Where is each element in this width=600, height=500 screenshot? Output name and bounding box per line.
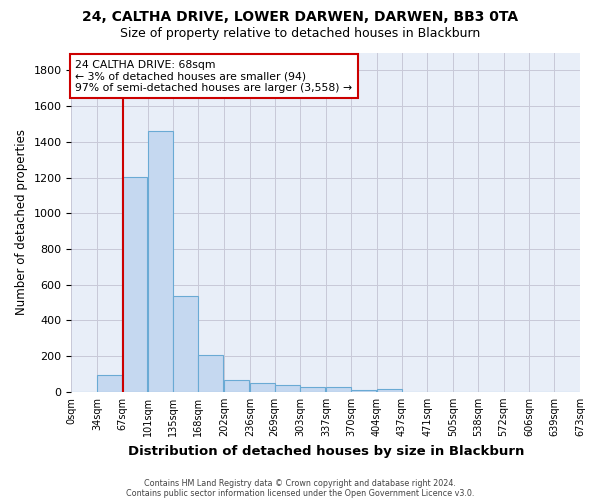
Text: Contains HM Land Registry data © Crown copyright and database right 2024.: Contains HM Land Registry data © Crown c… (144, 478, 456, 488)
Bar (224, 380, 249, 392)
Bar (275, 385, 299, 392)
Bar (377, 390, 401, 392)
Bar (326, 388, 351, 392)
Bar (97, 375, 122, 392)
Bar (351, 390, 376, 392)
Bar (301, 387, 325, 392)
Text: 24, CALTHA DRIVE, LOWER DARWEN, DARWEN, BB3 0TA: 24, CALTHA DRIVE, LOWER DARWEN, DARWEN, … (82, 10, 518, 24)
Bar (122, 177, 147, 392)
Bar (199, 355, 223, 392)
Y-axis label: Number of detached properties: Number of detached properties (15, 129, 28, 315)
Text: Size of property relative to detached houses in Blackburn: Size of property relative to detached ho… (120, 28, 480, 40)
X-axis label: Distribution of detached houses by size in Blackburn: Distribution of detached houses by size … (128, 444, 524, 458)
Bar (173, 296, 199, 392)
Bar (250, 383, 275, 392)
Text: Contains public sector information licensed under the Open Government Licence v3: Contains public sector information licen… (126, 488, 474, 498)
Text: 24 CALTHA DRIVE: 68sqm
← 3% of detached houses are smaller (94)
97% of semi-deta: 24 CALTHA DRIVE: 68sqm ← 3% of detached … (75, 60, 352, 93)
Bar (148, 130, 173, 392)
